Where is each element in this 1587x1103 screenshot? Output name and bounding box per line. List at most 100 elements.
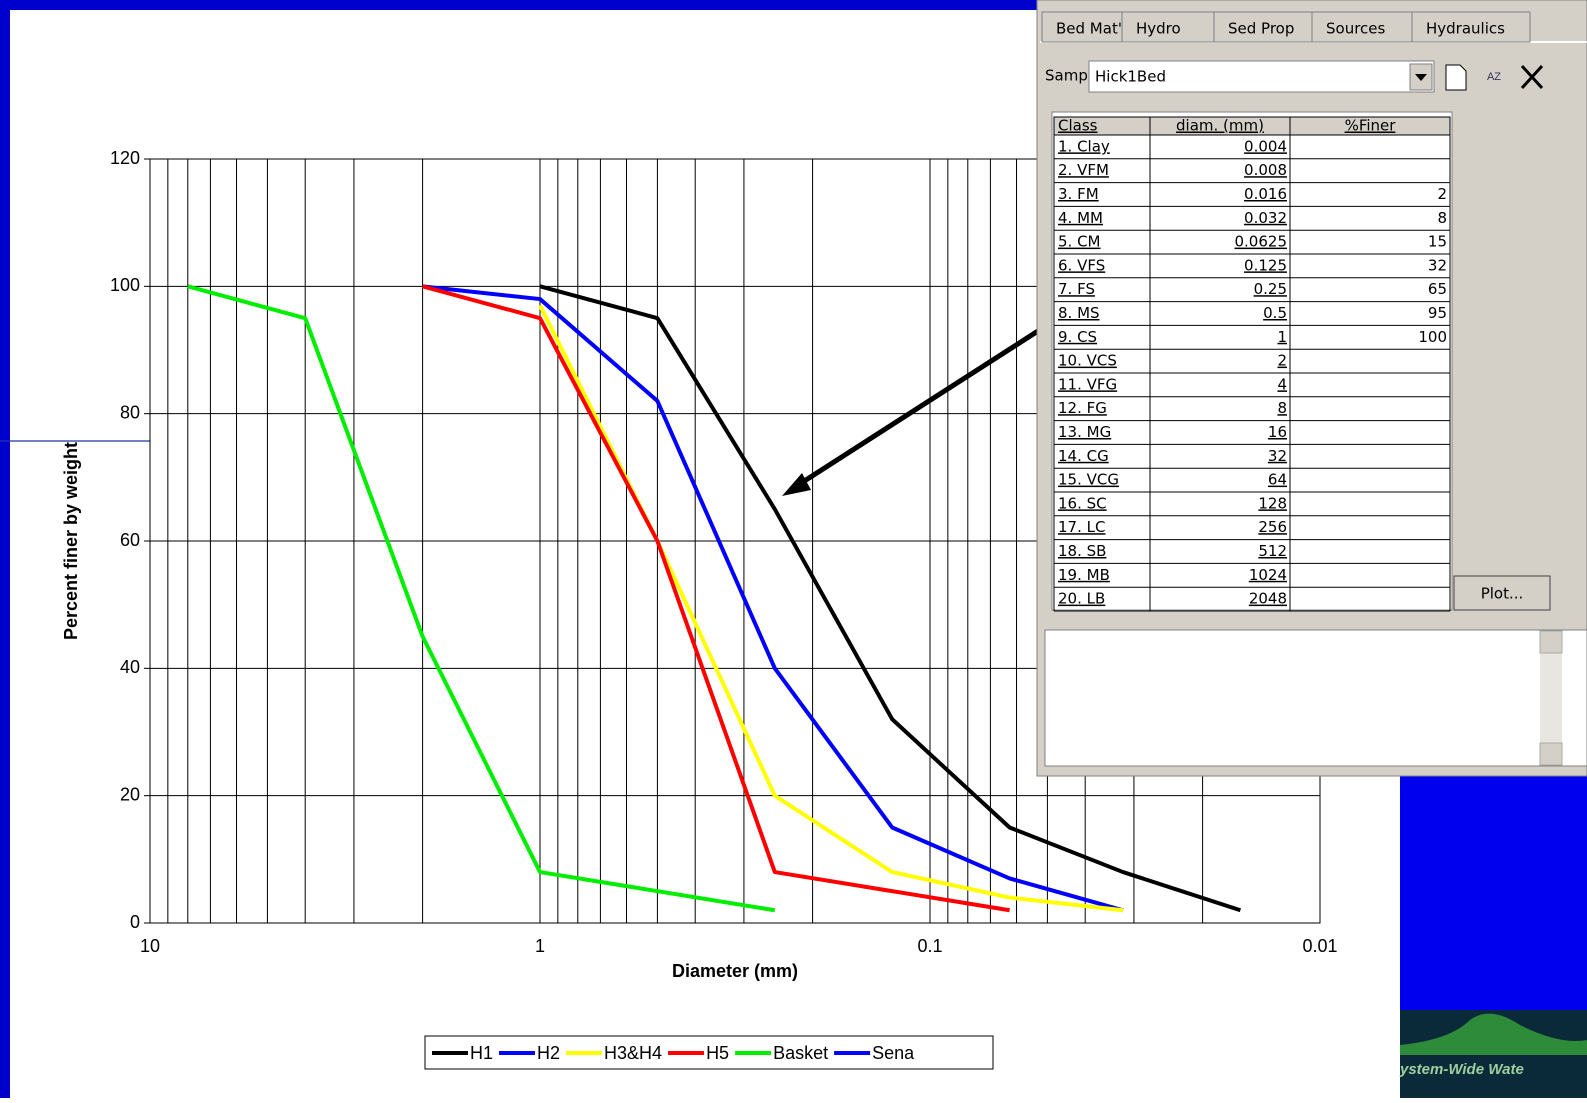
cell: 2048	[1249, 590, 1287, 608]
tab-label: Sources	[1326, 20, 1386, 38]
x-tick-label: 0.1	[917, 936, 942, 956]
cell: 0.5	[1263, 304, 1287, 322]
cell: 65	[1428, 280, 1447, 298]
legend: H1 H2 H3&H4 H5 Basket Sena	[432, 1043, 915, 1063]
y-tick-label: 120	[110, 148, 140, 168]
cell: 32	[1428, 256, 1447, 274]
table: Class diam. (mm) %Finer 1. Clay 0.004 2. VFM 0…	[1053, 116, 1451, 612]
cell: 5. CM	[1058, 233, 1101, 251]
header-cell	[1289, 116, 1451, 136]
cell: 9. CS	[1058, 328, 1097, 346]
cell: 15. VCG	[1058, 471, 1119, 489]
cell: 2. VFM	[1058, 161, 1109, 179]
cell: 8	[1277, 399, 1287, 417]
cell: 0.125	[1244, 256, 1287, 274]
arrow-shaft	[793, 319, 1054, 490]
logo-hill	[1400, 1013, 1587, 1055]
cell: 12. FG	[1058, 399, 1107, 417]
y-tick-label: 40	[120, 657, 140, 677]
header-label: diam. (mm)	[1176, 117, 1264, 135]
sampling-combo[interactable]	[1088, 60, 1435, 93]
cell: 0.032	[1244, 209, 1287, 227]
logo-text: ystem-Wide Wate	[1399, 1061, 1524, 1078]
y-tick-label: 0	[130, 912, 140, 932]
tab[interactable]	[1411, 11, 1531, 43]
cell: 6. VFS	[1058, 256, 1105, 274]
cell: 8	[1437, 209, 1447, 227]
grid-table	[1051, 111, 1453, 611]
cell: 0.004	[1244, 137, 1287, 155]
cell: 32	[1268, 447, 1287, 465]
x-tick-label: 1	[535, 936, 545, 956]
sort-icon: AZ	[1487, 71, 1501, 83]
x-axis-label: Diameter (mm)	[672, 961, 798, 981]
cell: 0.016	[1244, 185, 1287, 203]
cell: 11. VFG	[1058, 375, 1117, 393]
dialog: Bed Mat'l Hydro Sed Prop Sources Hydraulics …	[1036, 0, 1587, 777]
cell: 4	[1277, 375, 1287, 393]
cell: 3. FM	[1058, 185, 1099, 203]
cell: 14. CG	[1058, 447, 1109, 465]
y-axis-label: Percent finer by weight	[61, 442, 81, 640]
cell: 1024	[1249, 566, 1287, 584]
cell: 2	[1437, 185, 1447, 203]
delete-icon	[1520, 64, 1544, 90]
legend-label: Sena	[872, 1043, 915, 1063]
cell: 1	[1277, 328, 1287, 346]
tab[interactable]	[1121, 11, 1215, 43]
y-tick-label: 100	[110, 275, 140, 295]
cell: 128	[1258, 494, 1287, 512]
y-tick-label: 60	[120, 530, 140, 550]
legend-label: H5	[706, 1043, 729, 1063]
x-tick-label: 0.01	[1302, 936, 1337, 956]
plot-button-label: Plot...	[1481, 585, 1524, 603]
series-line	[422, 284, 1124, 913]
cell: 8. MS	[1058, 304, 1100, 322]
tab-label: Hydro	[1136, 20, 1181, 38]
tab[interactable]	[1213, 11, 1313, 43]
plot-button[interactable]	[1453, 575, 1551, 611]
header-label: %Finer	[1345, 117, 1397, 135]
scrollbar[interactable]	[1540, 631, 1562, 765]
cell: 20. LB	[1058, 590, 1105, 608]
y-tick-label: 80	[120, 402, 140, 422]
series-line	[187, 284, 776, 913]
new-icon	[1445, 64, 1467, 91]
cell: 7. FS	[1058, 280, 1095, 298]
cell: 0.008	[1244, 161, 1287, 179]
cell: 64	[1268, 471, 1287, 489]
cell: 10. VCS	[1058, 352, 1117, 370]
series-line	[422, 284, 1010, 913]
notes-area[interactable]	[1044, 629, 1587, 767]
cell: 1. Clay	[1058, 137, 1110, 155]
cell: 13. MG	[1058, 423, 1111, 441]
cell: 17. LC	[1058, 518, 1105, 536]
combo-arrow	[1415, 74, 1427, 81]
cell: 19. MB	[1058, 566, 1110, 584]
cell: 0.0625	[1235, 233, 1288, 251]
legend-label: H2	[537, 1043, 560, 1063]
cell: 100	[1418, 328, 1447, 346]
sort-button[interactable]	[1478, 62, 1512, 92]
legend-label: H3&H4	[604, 1043, 662, 1063]
legend-box	[424, 1035, 994, 1070]
cell: 18. SB	[1058, 542, 1106, 560]
series-line	[539, 284, 1242, 913]
scroll-up[interactable]	[1539, 630, 1563, 654]
tab[interactable]	[1311, 11, 1413, 43]
tab-label: Bed Mat'l	[1056, 20, 1126, 38]
cell: 512	[1258, 542, 1287, 560]
header-label: Class	[1058, 117, 1098, 135]
x-tick-label: 10	[140, 936, 160, 956]
cell: 0.25	[1254, 280, 1287, 298]
legend-label: Basket	[773, 1043, 828, 1063]
y-tick-label: 20	[120, 784, 140, 804]
cell: 95	[1428, 304, 1447, 322]
cell: 16	[1268, 423, 1287, 441]
cell: 15	[1428, 233, 1447, 251]
cell: 16. SC	[1058, 494, 1107, 512]
legend-label: H1	[470, 1043, 493, 1063]
scroll-down[interactable]	[1539, 742, 1563, 766]
arrow-head	[782, 473, 811, 496]
sampling-value: Hick1Bed	[1095, 68, 1166, 86]
